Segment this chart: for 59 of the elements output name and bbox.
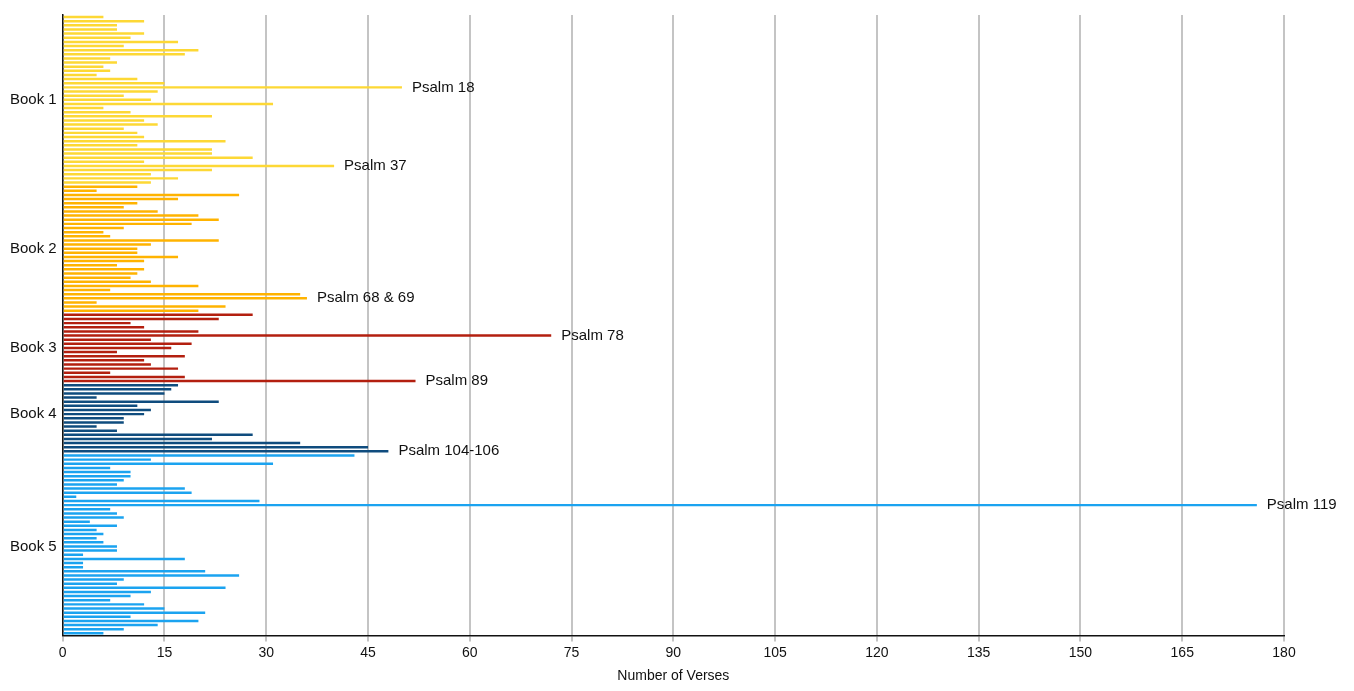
x-tick-label: 105 xyxy=(763,643,788,660)
data-label: Psalm 68 & 69 xyxy=(316,288,415,306)
bar xyxy=(63,156,253,159)
bar xyxy=(63,549,117,552)
bar xyxy=(63,218,219,221)
bar xyxy=(63,421,124,424)
bar xyxy=(63,268,145,271)
x-tick-label: 180 xyxy=(1272,643,1296,660)
bar xyxy=(63,53,185,56)
bar xyxy=(63,417,124,420)
data-label: Psalm 89 xyxy=(425,371,489,389)
y-tick-label: Book 4 xyxy=(10,404,57,422)
x-tick-label: 15 xyxy=(156,643,173,660)
bar xyxy=(63,479,124,482)
bar xyxy=(63,123,158,126)
bar xyxy=(63,86,402,89)
x-tick-label: 45 xyxy=(360,643,377,660)
data-label: Psalm 37 xyxy=(344,156,407,174)
x-tick-label: 60 xyxy=(462,643,478,660)
x-tick-label: 90 xyxy=(665,643,682,660)
bar xyxy=(63,334,552,337)
bar xyxy=(63,632,104,635)
data-label: Psalm 119 xyxy=(1266,495,1337,513)
bar xyxy=(63,450,389,453)
bar xyxy=(63,516,124,519)
data-label: Psalm 18 xyxy=(411,77,475,95)
x-tick-label: 0 xyxy=(58,643,67,660)
x-axis-title: Number of Verses xyxy=(617,667,730,684)
bar xyxy=(63,574,240,577)
bar xyxy=(63,611,206,614)
x-tick-label: 120 xyxy=(865,643,889,660)
bar xyxy=(63,24,117,27)
bar xyxy=(63,61,117,64)
bar xyxy=(63,491,192,494)
bar xyxy=(63,148,212,151)
bar xyxy=(63,454,355,457)
bar xyxy=(63,177,179,180)
bar xyxy=(63,400,219,403)
y-tick-label: Book 1 xyxy=(10,89,57,107)
data-label: Psalm 78 xyxy=(561,325,624,343)
bar xyxy=(63,297,307,300)
x-tick-label: 165 xyxy=(1170,643,1195,660)
data-label: Psalm 104-106 xyxy=(398,441,500,459)
bar xyxy=(63,305,226,308)
bar xyxy=(63,367,179,370)
x-tick-label: 75 xyxy=(563,643,580,660)
y-tick-label: Book 2 xyxy=(10,238,57,256)
bar xyxy=(63,239,219,242)
bar xyxy=(63,388,172,391)
y-tick-label: Book 3 xyxy=(10,338,57,356)
bar xyxy=(63,115,212,118)
bar xyxy=(63,185,138,188)
bar xyxy=(63,429,117,432)
bar xyxy=(63,32,145,35)
x-tick-label: 135 xyxy=(967,643,991,660)
bar xyxy=(63,545,117,548)
x-tick-label: 30 xyxy=(258,643,275,660)
y-tick-label: Book 5 xyxy=(10,536,57,554)
x-tick-label: 150 xyxy=(1068,643,1093,660)
